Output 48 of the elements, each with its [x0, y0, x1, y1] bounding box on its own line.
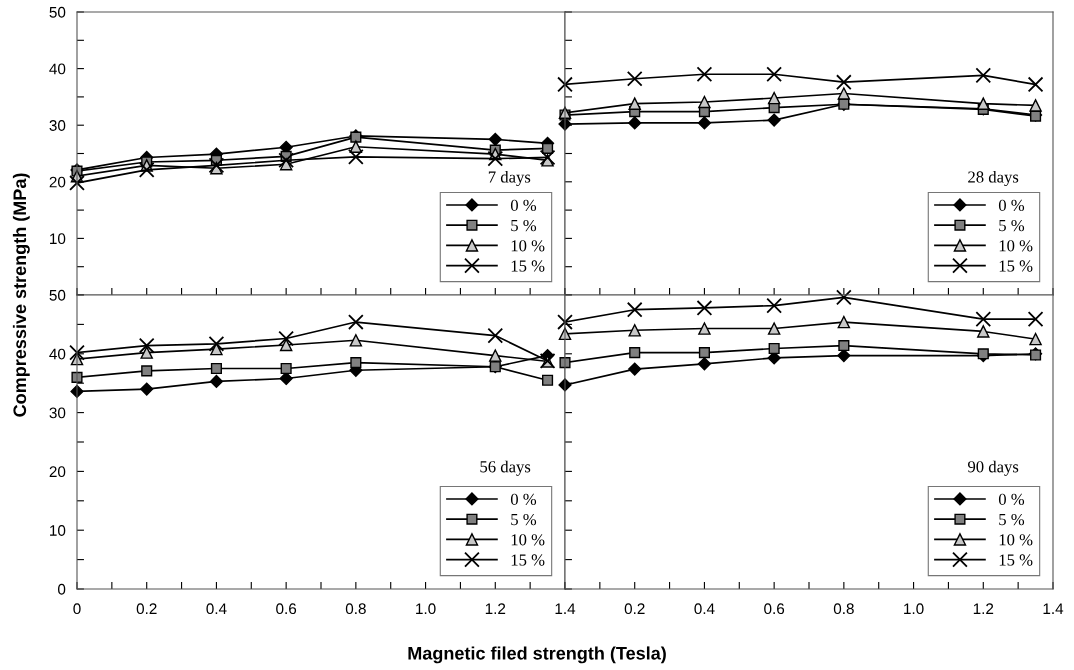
legend-label: 15 %	[511, 554, 545, 566]
annotation: 56 days	[480, 460, 531, 476]
x-tick-label: 0.2	[136, 603, 157, 615]
x-tick-label: 0.4	[206, 603, 227, 615]
legend-label: 15 %	[999, 260, 1033, 272]
y-tick-label: 10	[50, 233, 66, 245]
x-tick-label: 1.0	[416, 603, 436, 615]
x-tick-label: 1.4	[1043, 603, 1064, 614]
x-axis-title: Magnetic filed strength (Tesla)	[408, 646, 666, 664]
y-tick-label: 30	[49, 120, 66, 131]
y-tick-label: 20	[49, 466, 66, 478]
annotation: 90 days	[967, 460, 1019, 476]
y-tick-label: 50	[49, 289, 66, 301]
legend-label: 15 %	[511, 260, 545, 272]
annotation: 28 days	[968, 170, 1019, 187]
x-tick-label: 1.2	[485, 603, 506, 614]
x-tick-label: 0.4	[694, 603, 715, 615]
legend-label: 0 %	[510, 199, 537, 212]
x-tick-label: 1.0	[904, 603, 924, 615]
legend-label: 15 %	[999, 554, 1033, 566]
legend-label: 10 %	[999, 240, 1033, 252]
x-tick-label: 1.2	[973, 603, 994, 614]
legend-label: 5 %	[511, 219, 537, 232]
legend-label: 5 %	[999, 513, 1025, 526]
x-tick-label: 1.4	[555, 603, 576, 614]
y-tick-label: 40	[49, 348, 66, 360]
y-tick-label: 10	[50, 525, 66, 536]
y-axis-title: Compressive strength (MPa)	[12, 173, 30, 417]
y-tick-label: 30	[49, 407, 66, 419]
y-tick-label: 20	[49, 176, 66, 188]
x-tick-label: 0.8	[833, 603, 854, 615]
legend-label: 10 %	[999, 534, 1033, 546]
legend-label: 10 %	[511, 534, 545, 546]
x-tick-label: 0.2	[624, 603, 645, 615]
x-tick-label: 0	[73, 603, 81, 615]
y-tick-label: 0	[57, 583, 66, 595]
legend-label: 0 %	[510, 493, 537, 506]
legend-label: 10 %	[511, 240, 545, 252]
legend-label: 0 %	[998, 493, 1025, 506]
y-tick-label: 50	[49, 6, 66, 18]
legend-label: 5 %	[999, 219, 1025, 232]
x-tick-label: 0.6	[764, 603, 785, 615]
legend-label: 0 %	[998, 199, 1025, 212]
x-tick-label: 0.8	[345, 603, 366, 615]
y-tick-label: 40	[49, 63, 66, 75]
annotation: 7 days	[488, 170, 531, 187]
legend-label: 5 %	[511, 513, 537, 526]
x-tick-label: 0.6	[276, 603, 297, 615]
